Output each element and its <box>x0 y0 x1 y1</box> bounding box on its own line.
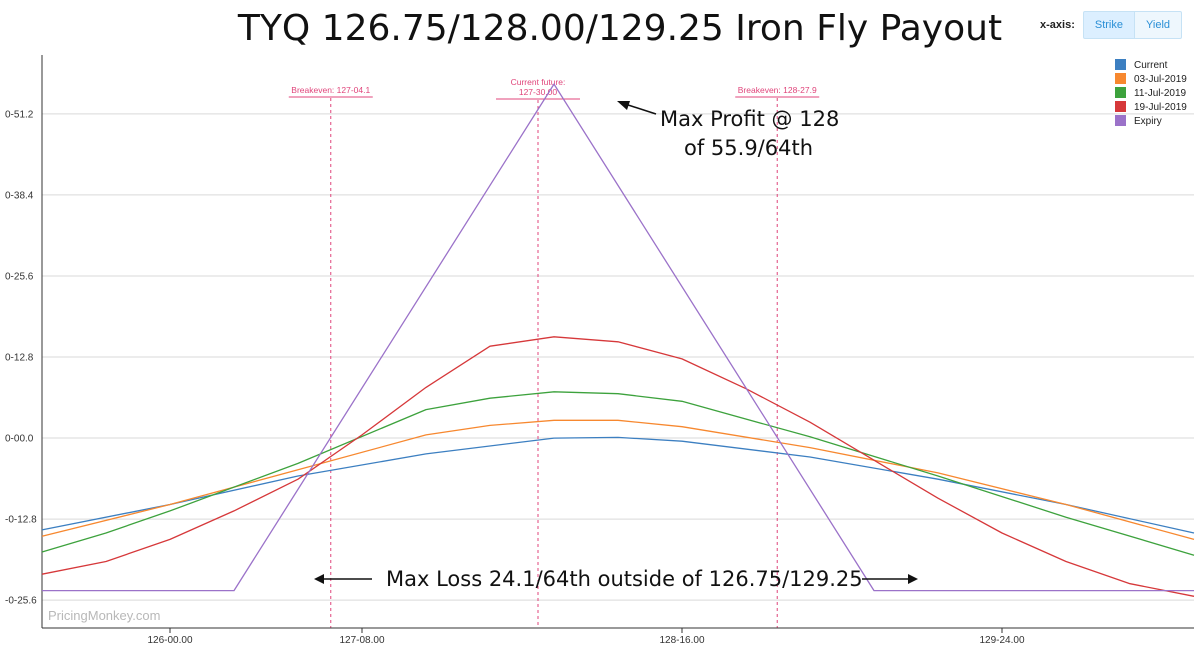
xaxis-yield-button[interactable]: Yield <box>1134 11 1183 39</box>
y-tick-label: -0-25.6 <box>5 596 37 607</box>
legend-swatch <box>1115 101 1126 112</box>
legend-swatch <box>1115 115 1126 126</box>
chart-title: TYQ 126.75/128.00/129.25 Iron Fly Payout <box>237 8 1002 49</box>
axes: 0-51.2 0-38.4 0-25.6 0-12.8 0-00.0 -0-12.8 -0-… <box>5 55 1194 646</box>
y-tick-label: 0-12.8 <box>5 353 34 364</box>
max-profit-annotation-line2: of 55.9/64th <box>684 136 813 160</box>
legend-label: 19-Jul-2019 <box>1134 102 1187 113</box>
x-tick-label: 126-00.00 <box>147 635 192 646</box>
y-tick-label: -0-12.8 <box>5 515 37 526</box>
x-tick-label: 127-08.00 <box>339 635 384 646</box>
legend-swatch <box>1115 73 1126 84</box>
max-profit-arrowhead <box>617 101 630 110</box>
marker-label: Breakeven: 128-27.9 <box>738 85 817 95</box>
watermark: PricingMonkey.com <box>48 608 160 623</box>
y-tick-label: 0-00.0 <box>5 434 34 445</box>
max-loss-annotation: Max Loss 24.1/64th outside of 126.75/129… <box>386 567 863 591</box>
legend-swatch <box>1115 87 1126 98</box>
legend-label: 03-Jul-2019 <box>1134 74 1187 85</box>
legend: Current 03-Jul-2019 11-Jul-2019 19-Jul-2019… <box>1115 59 1187 127</box>
series <box>41 83 1195 597</box>
legend-label: 11-Jul-2019 <box>1134 88 1187 99</box>
legend-label: Current <box>1134 60 1168 71</box>
x-tick-label: 129-24.00 <box>979 635 1024 646</box>
series-line-03-jul-2019 <box>41 419 1195 541</box>
legend-swatch <box>1115 59 1126 70</box>
max-loss-arrowhead-left <box>314 574 324 584</box>
marker-label: Current future: <box>511 77 566 87</box>
annotations: Max Profit @ 128 of 55.9/64th Max Loss 2… <box>314 101 918 591</box>
y-tick-label: 0-51.2 <box>5 109 34 120</box>
y-tick-label: 0-25.6 <box>5 271 34 282</box>
marker-label: Breakeven: 127-04.1 <box>291 85 370 95</box>
xaxis-strike-button[interactable]: Strike <box>1082 11 1135 39</box>
marker-label: 127-30.00 <box>519 87 558 97</box>
xaxis-toggle-label: x-axis: <box>1040 19 1075 31</box>
y-tick-label: 0-38.4 <box>5 190 34 201</box>
series-line-11-jul-2019 <box>41 391 1195 556</box>
max-loss-arrowhead-right <box>908 574 918 584</box>
x-tick-label: 128-16.00 <box>659 635 704 646</box>
xaxis-toggle: x-axis: Strike Yield <box>1040 11 1183 39</box>
series-line-expiry <box>42 83 1194 592</box>
markers: Breakeven: 127-04.1 Current future:127-30… <box>288 77 820 628</box>
series-line-19-jul-2019 <box>41 336 1195 597</box>
max-profit-annotation-line1: Max Profit @ 128 <box>660 107 839 131</box>
grid <box>42 113 1194 601</box>
series-line-current <box>41 436 1195 534</box>
legend-label: Expiry <box>1134 116 1162 127</box>
